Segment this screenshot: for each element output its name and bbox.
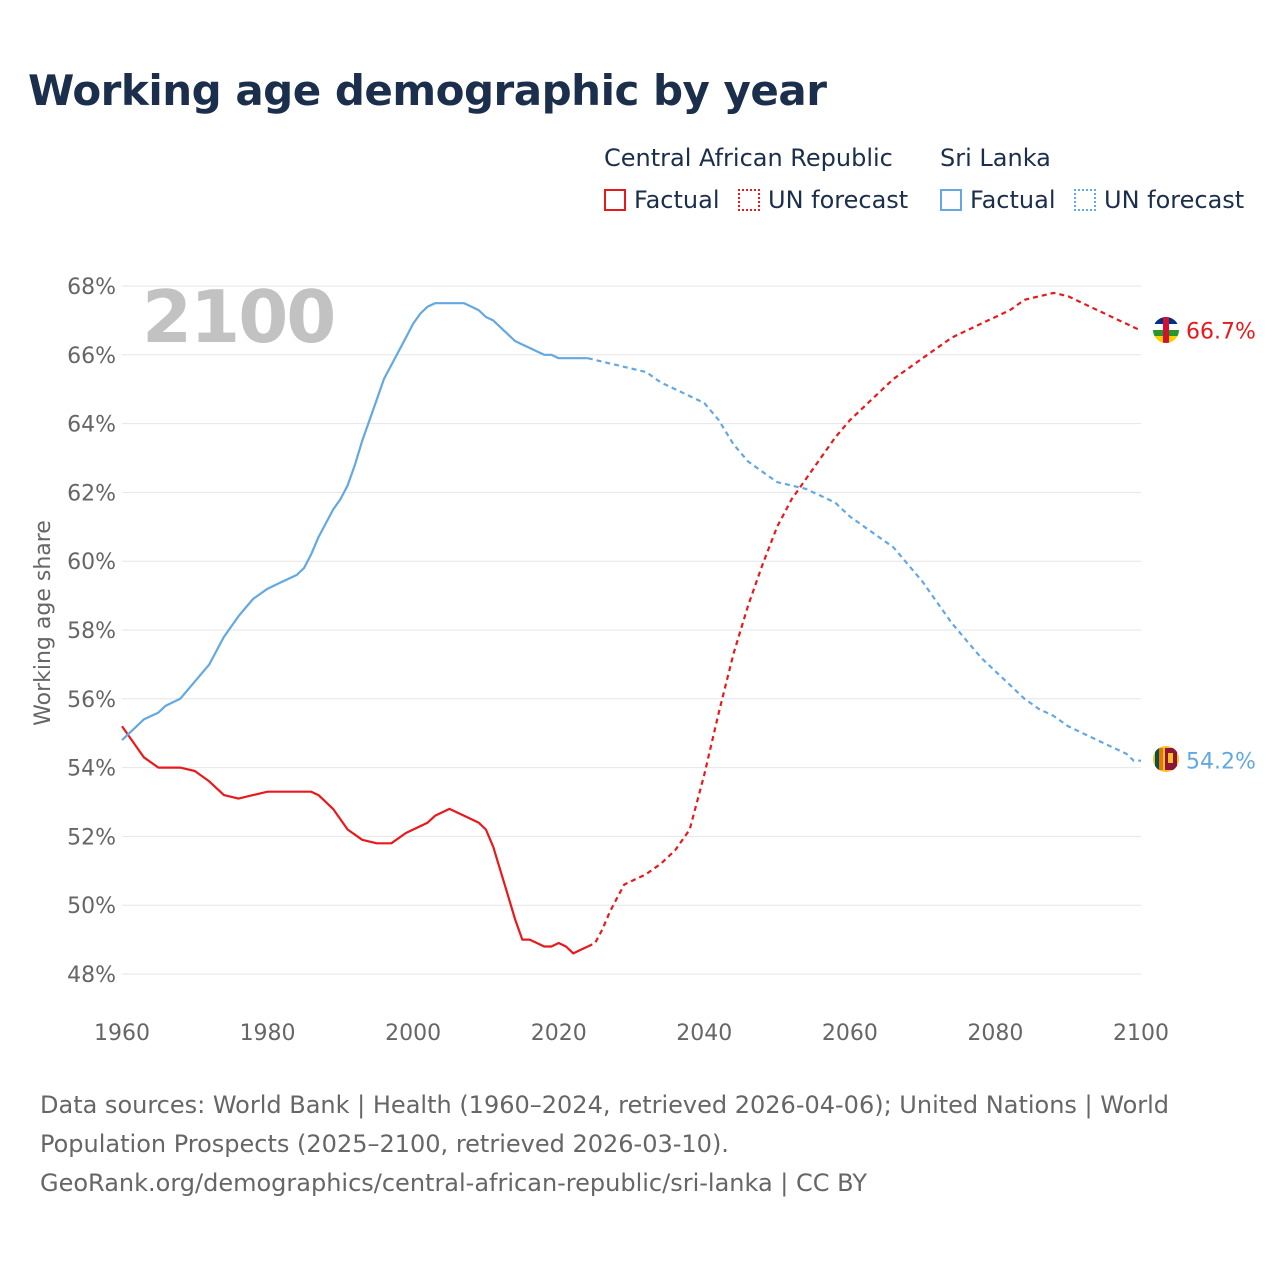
legend-label-car-forecast: UN forecast — [768, 186, 909, 214]
y-tick-label: 64% — [67, 413, 116, 438]
car-flag-icon — [1153, 317, 1179, 343]
x-tick-label: 2020 — [531, 1021, 587, 1046]
series-lines — [121, 291, 1142, 955]
legend-item-car-forecast[interactable]: UN forecast — [738, 186, 908, 214]
footer-sources: Data sources: World Bank | Health (1960–… — [40, 1086, 1220, 1203]
y-tick-label: 66% — [67, 344, 116, 369]
x-tick-label: 1960 — [94, 1021, 150, 1046]
x-tick-label: 2000 — [385, 1021, 441, 1046]
series-line-car-factual — [121, 725, 589, 955]
legend-title-lk: Sri Lanka — [940, 144, 1051, 172]
legend-label-car-factual: Factual — [634, 186, 720, 214]
series-line-lk-factual — [121, 302, 588, 741]
y-tick-label: 62% — [67, 481, 116, 506]
y-tick-label: 68% — [67, 275, 116, 300]
y-tick-label: 58% — [67, 619, 116, 644]
grid-lines — [122, 285, 1141, 975]
x-tick-label: 1980 — [240, 1021, 296, 1046]
legend-group-car: Central African Republic Factual UN fore… — [604, 144, 924, 224]
legend-item-lk-factual[interactable]: Factual — [940, 186, 1056, 214]
legend-swatch-lk-forecast — [1074, 189, 1096, 211]
y-tick-label: 54% — [67, 757, 116, 782]
legend-swatch-lk-factual — [940, 189, 962, 211]
series-line-car-forecast — [587, 291, 1142, 948]
y-axis-label: Working age share — [31, 520, 56, 726]
x-tick-label: 2060 — [822, 1021, 878, 1046]
y-tick-label: 52% — [67, 825, 116, 850]
y-tick-label: 56% — [67, 688, 116, 713]
legend-label-lk-forecast: UN forecast — [1104, 186, 1245, 214]
legend-group-lk: Sri Lanka Factual UN forecast — [940, 144, 1260, 224]
footer-line-1: Data sources: World Bank | Health (1960–… — [40, 1091, 1170, 1119]
x-tick-label: 2100 — [1113, 1021, 1169, 1046]
legend-title-car: Central African Republic — [604, 144, 893, 172]
y-axis-ticks: 48% 50% 52% 54% 56% 58% 60% 62% 64% 66% 68% — [67, 275, 116, 988]
end-label-lk: 54.2% — [1186, 750, 1256, 775]
legend-swatch-car-forecast — [738, 189, 760, 211]
sri-lanka-flag-icon — [1153, 746, 1179, 772]
series-line-lk-forecast — [587, 357, 1141, 762]
line-chart: 48%50%52%54%56%58%60%62%64%66%68% 1960 19… — [31, 275, 1256, 1046]
year-overlay: 2100 — [142, 275, 334, 359]
legend-item-lk-forecast[interactable]: UN forecast — [1074, 186, 1244, 214]
legend-label-lk-factual: Factual — [970, 186, 1056, 214]
y-tick-label: 50% — [67, 894, 116, 919]
page-title: Working age demographic by year — [28, 66, 827, 115]
end-label-car: 66.7% — [1186, 320, 1256, 345]
end-markers — [1153, 317, 1179, 772]
x-tick-label: 2040 — [676, 1021, 732, 1046]
footer-line-3: GeoRank.org/demographics/central-african… — [40, 1169, 867, 1197]
footer-line-2: Population Prospects (2025–2100, retriev… — [40, 1130, 729, 1158]
y-tick-label: 48% — [67, 963, 116, 988]
legend-item-car-factual[interactable]: Factual — [604, 186, 720, 214]
x-axis-ticks: 1960 1980 2000 2020 2040 2060 2080 2100 — [94, 1021, 1169, 1046]
end-labels: 66.7% 54.2% — [1186, 320, 1256, 775]
x-tick-label: 2080 — [967, 1021, 1023, 1046]
y-tick-label: 60% — [67, 550, 116, 575]
legend-swatch-car-factual — [604, 189, 626, 211]
